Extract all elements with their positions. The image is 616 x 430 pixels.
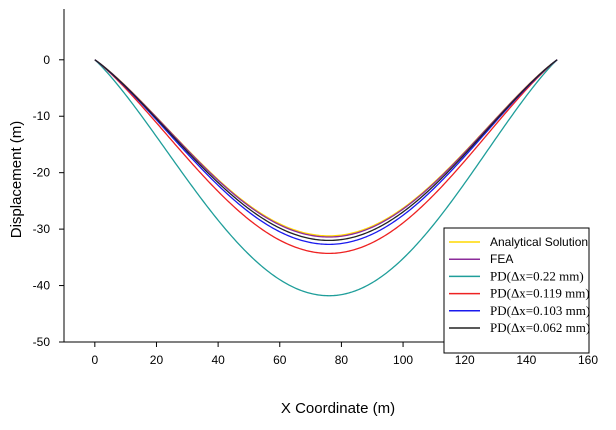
x-tick-label: 0 <box>91 353 98 367</box>
x-tick-label: 20 <box>150 353 164 367</box>
x-tick-label: 60 <box>273 353 287 367</box>
x-tick-label: 120 <box>455 353 475 367</box>
y-tick-label: -10 <box>33 109 51 123</box>
x-tick-label: 100 <box>393 353 413 367</box>
series-line-1 <box>94 59 558 238</box>
y-tick-label: -30 <box>33 222 51 236</box>
x-tick-label: 80 <box>335 353 349 367</box>
legend-label-4: PD(Δx=0.103 mm) <box>490 303 590 318</box>
legend-box <box>443 227 590 354</box>
legend-label-2: PD(Δx=0.22 mm) <box>490 268 584 283</box>
series-line-5 <box>94 59 558 242</box>
legend-label-1: FEA <box>490 252 513 266</box>
series-line-4 <box>94 59 558 246</box>
series-line-2 <box>94 59 558 297</box>
legend: Analytical Solution FEA PD(Δx=0.22 mm) PD(Δ… <box>443 227 590 354</box>
x-tick-label: 160 <box>578 353 598 367</box>
y-tick-label: -20 <box>33 166 51 180</box>
x-axis-title: X Coordinate (m) <box>281 400 395 417</box>
series-line-3 <box>94 59 558 255</box>
legend-label-5: PD(Δx=0.062 mm) <box>490 320 590 335</box>
axes: 0 20 40 60 80 100 120 140 160 0 -10 -20 -30 -40 -50 <box>33 9 598 367</box>
x-tick-label: 140 <box>516 353 536 367</box>
legend-label-3: PD(Δx=0.119 mm) <box>490 286 590 301</box>
y-tick-label: 0 <box>43 53 50 67</box>
x-tick-label: 40 <box>211 353 225 367</box>
legend-label-0: Analytical Solution <box>490 235 588 249</box>
y-axis-title: Displacement (m) <box>8 121 25 239</box>
y-tick-label: -40 <box>33 279 51 293</box>
series-layer <box>94 59 558 297</box>
y-tick-label: -50 <box>33 335 51 349</box>
